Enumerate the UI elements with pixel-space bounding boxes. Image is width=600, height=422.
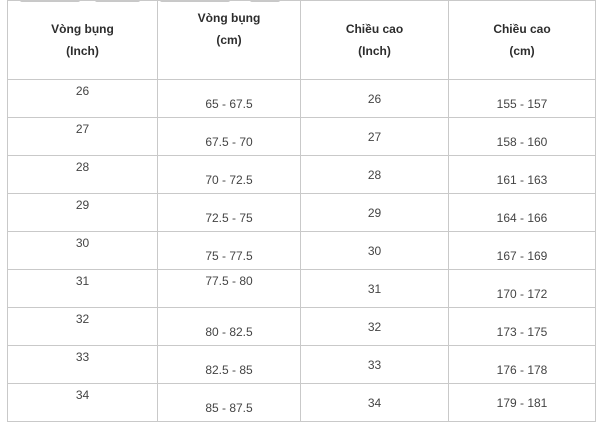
cell-value: 70 - 72.5 bbox=[205, 173, 253, 187]
table-row: 29 72.5 - 75 29 164 - 166 bbox=[7, 193, 596, 232]
cell-value: 28 bbox=[75, 160, 90, 174]
table-header-row: Vòng bụng (Inch) Vòng bụng (cm) Chiều ca… bbox=[7, 0, 596, 80]
cell-waist-cm: 67.5 - 70 bbox=[157, 117, 301, 156]
cell-value: 29 bbox=[75, 198, 90, 212]
cell-waist-inch: 27 bbox=[7, 117, 158, 156]
cell-value: 158 - 160 bbox=[496, 135, 548, 149]
size-conversion-table: Vòng bụng (Inch) Vòng bụng (cm) Chiều ca… bbox=[7, 0, 596, 422]
cell-value: 33 bbox=[367, 358, 382, 372]
cell-value: 75 - 77.5 bbox=[205, 249, 253, 263]
cell-height-inch: 31 bbox=[300, 269, 449, 308]
cell-value: 155 - 157 bbox=[496, 97, 548, 111]
cell-value: 164 - 166 bbox=[496, 211, 548, 225]
table-row: 28 70 - 72.5 28 161 - 163 bbox=[7, 155, 596, 194]
cell-waist-inch: 34 bbox=[7, 383, 158, 422]
cell-value: 27 bbox=[75, 122, 90, 136]
cell-value: 179 - 181 bbox=[496, 396, 548, 410]
cell-value: 29 bbox=[367, 206, 382, 220]
cell-height-inch: 29 bbox=[300, 193, 449, 232]
cell-value: 27 bbox=[367, 130, 382, 144]
header-height-inch: Chiều cao (Inch) bbox=[300, 0, 449, 80]
cell-height-cm: 173 - 175 bbox=[448, 307, 596, 346]
cell-value: 32 bbox=[75, 312, 90, 326]
table-row: 32 80 - 82.5 32 173 - 175 bbox=[7, 307, 596, 346]
cell-value: 26 bbox=[367, 92, 382, 106]
cell-value: 31 bbox=[75, 274, 90, 288]
cell-waist-inch: 33 bbox=[7, 345, 158, 384]
cell-waist-inch: 28 bbox=[7, 155, 158, 194]
cell-waist-inch: 30 bbox=[7, 231, 158, 270]
cell-height-inch: 34 bbox=[300, 383, 449, 422]
cell-value: 30 bbox=[367, 244, 382, 258]
cell-value: 34 bbox=[75, 388, 90, 402]
cell-waist-cm: 85 - 87.5 bbox=[157, 383, 301, 422]
cell-height-cm: 158 - 160 bbox=[448, 117, 596, 156]
cell-value: 32 bbox=[367, 320, 382, 334]
cell-height-cm: 167 - 169 bbox=[448, 231, 596, 270]
cell-value: 26 bbox=[75, 84, 90, 98]
table-row: 26 65 - 67.5 26 155 - 157 bbox=[7, 79, 596, 118]
cell-height-inch: 33 bbox=[300, 345, 449, 384]
cell-height-inch: 27 bbox=[300, 117, 449, 156]
header-waist-cm: Vòng bụng (cm) bbox=[157, 0, 301, 80]
cell-value: 167 - 169 bbox=[496, 249, 548, 263]
cell-value: 67.5 - 70 bbox=[205, 135, 253, 149]
cell-waist-cm: 82.5 - 85 bbox=[157, 345, 301, 384]
cell-value: 77.5 - 80 bbox=[205, 274, 253, 288]
cell-value: 170 - 172 bbox=[496, 287, 548, 301]
cell-value: 31 bbox=[367, 282, 382, 296]
cell-waist-cm: 80 - 82.5 bbox=[157, 307, 301, 346]
table-row: 30 75 - 77.5 30 167 - 169 bbox=[7, 231, 596, 270]
cell-value: 65 - 67.5 bbox=[205, 97, 253, 111]
cell-waist-inch: 29 bbox=[7, 193, 158, 232]
cell-waist-inch: 26 bbox=[7, 79, 158, 118]
cell-value: 82.5 - 85 bbox=[205, 363, 253, 377]
cell-value: 161 - 163 bbox=[496, 173, 548, 187]
header-waist-inch: Vòng bụng (Inch) bbox=[7, 0, 158, 80]
cell-waist-inch: 32 bbox=[7, 307, 158, 346]
cell-value: 30 bbox=[75, 236, 90, 250]
cell-waist-cm: 75 - 77.5 bbox=[157, 231, 301, 270]
cell-height-inch: 28 bbox=[300, 155, 449, 194]
table-row: 33 82.5 - 85 33 176 - 178 bbox=[7, 345, 596, 384]
cell-value: 176 - 178 bbox=[496, 363, 548, 377]
cell-height-inch: 30 bbox=[300, 231, 449, 270]
cell-height-inch: 32 bbox=[300, 307, 449, 346]
cell-waist-cm: 70 - 72.5 bbox=[157, 155, 301, 194]
cell-waist-cm: 72.5 - 75 bbox=[157, 193, 301, 232]
cell-height-inch: 26 bbox=[300, 79, 449, 118]
cell-value: 72.5 - 75 bbox=[205, 211, 253, 225]
cell-value: 34 bbox=[367, 396, 382, 410]
cell-waist-cm: 77.5 - 80 bbox=[157, 269, 301, 308]
cell-value: 28 bbox=[367, 168, 382, 182]
table-row: 34 85 - 87.5 34 179 - 181 bbox=[7, 383, 596, 422]
cell-value: 80 - 82.5 bbox=[205, 325, 253, 339]
cell-value: 85 - 87.5 bbox=[205, 401, 253, 415]
cell-height-cm: 179 - 181 bbox=[448, 383, 596, 422]
table-row: 27 67.5 - 70 27 158 - 160 bbox=[7, 117, 596, 156]
cell-height-cm: 176 - 178 bbox=[448, 345, 596, 384]
cell-height-cm: 164 - 166 bbox=[448, 193, 596, 232]
header-height-cm: Chiều cao (cm) bbox=[448, 0, 596, 80]
table-row: 31 77.5 - 80 31 170 - 172 bbox=[7, 269, 596, 308]
cell-height-cm: 155 - 157 bbox=[448, 79, 596, 118]
cell-height-cm: 170 - 172 bbox=[448, 269, 596, 308]
cell-waist-cm: 65 - 67.5 bbox=[157, 79, 301, 118]
cell-value: 33 bbox=[75, 350, 90, 364]
cell-waist-inch: 31 bbox=[7, 269, 158, 308]
cell-height-cm: 161 - 163 bbox=[448, 155, 596, 194]
cell-value: 173 - 175 bbox=[496, 325, 548, 339]
